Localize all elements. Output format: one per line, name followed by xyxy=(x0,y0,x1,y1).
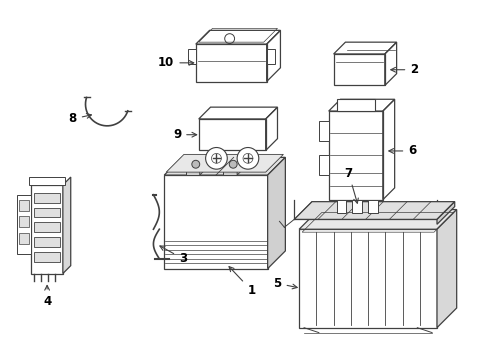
Bar xyxy=(368,200,378,213)
Text: 1: 1 xyxy=(229,267,255,297)
Polygon shape xyxy=(164,157,285,175)
Polygon shape xyxy=(294,202,455,219)
Polygon shape xyxy=(166,154,283,172)
Bar xyxy=(337,200,346,213)
Bar xyxy=(164,175,268,269)
Polygon shape xyxy=(200,162,205,175)
Polygon shape xyxy=(299,210,457,229)
Bar xyxy=(199,119,266,150)
Text: 2: 2 xyxy=(391,63,418,76)
Bar xyxy=(34,237,60,247)
Circle shape xyxy=(206,148,227,169)
Polygon shape xyxy=(223,162,242,167)
Bar xyxy=(352,200,362,213)
Circle shape xyxy=(229,160,237,168)
Bar xyxy=(186,167,200,175)
Bar xyxy=(34,208,60,217)
Polygon shape xyxy=(63,177,71,274)
Text: 3: 3 xyxy=(160,246,187,265)
Text: 8: 8 xyxy=(69,112,92,125)
Bar xyxy=(34,193,60,203)
Bar xyxy=(329,111,383,200)
Text: 5: 5 xyxy=(273,277,297,290)
Circle shape xyxy=(225,34,235,44)
Bar xyxy=(34,252,60,262)
Text: 6: 6 xyxy=(389,144,416,157)
Bar xyxy=(334,54,385,85)
Bar xyxy=(299,229,437,328)
Text: 9: 9 xyxy=(173,128,196,141)
Polygon shape xyxy=(237,162,242,175)
Circle shape xyxy=(192,160,200,168)
Polygon shape xyxy=(268,157,285,269)
Bar xyxy=(223,167,237,175)
Polygon shape xyxy=(437,202,455,224)
Text: 7: 7 xyxy=(344,167,358,203)
Text: 10: 10 xyxy=(158,56,194,69)
Bar xyxy=(34,222,60,232)
Bar xyxy=(31,185,63,274)
Bar xyxy=(19,216,29,227)
Circle shape xyxy=(237,148,259,169)
Bar xyxy=(19,233,29,244)
Bar xyxy=(188,49,196,64)
Bar xyxy=(319,121,329,141)
Bar xyxy=(17,195,31,254)
Bar xyxy=(267,49,274,64)
Bar xyxy=(319,156,329,175)
Bar xyxy=(19,200,29,211)
Bar xyxy=(29,177,65,185)
Text: 4: 4 xyxy=(43,285,51,307)
Bar xyxy=(337,99,375,111)
Polygon shape xyxy=(186,162,205,167)
Polygon shape xyxy=(437,210,457,328)
Bar xyxy=(196,44,267,82)
